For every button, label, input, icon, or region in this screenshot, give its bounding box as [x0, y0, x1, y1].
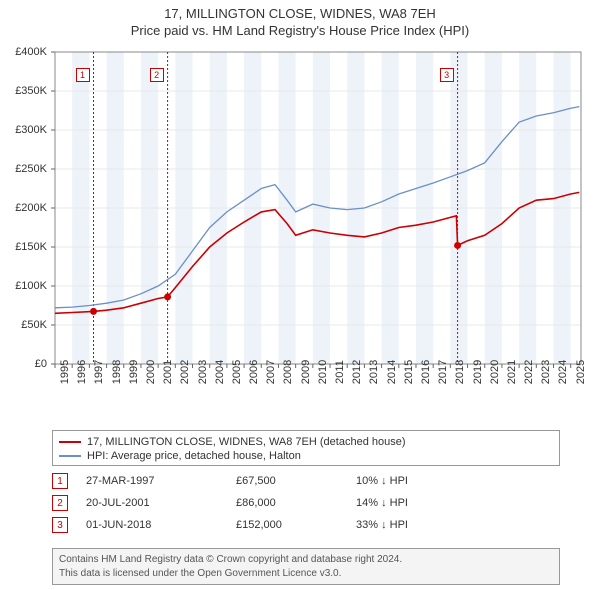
chart-area: £0 £50K £100K £150K £200K £250K £300K £350K £400… [10, 44, 590, 424]
y-tick-label: £0 [35, 358, 47, 370]
tx-delta-1: 10% ↓ HPI [356, 475, 560, 487]
x-tick-label: 2023 [540, 360, 552, 384]
chart-title: 17, MILLINGTON CLOSE, WIDNES, WA8 7EH [0, 0, 600, 21]
x-tick-label: 1999 [128, 360, 140, 384]
x-tick-label: 2007 [265, 360, 277, 384]
tx-marker-1: 1 [52, 473, 68, 489]
legend-row-hpi: HPI: Average price, detached house, Halt… [59, 449, 553, 463]
legend-label-hpi: HPI: Average price, detached house, Halt… [87, 450, 301, 462]
table-row: 3 01-JUN-2018 £152,000 33% ↓ HPI [52, 514, 560, 536]
x-tick-label: 2002 [179, 360, 191, 384]
x-tick-label: 2001 [162, 360, 174, 384]
x-tick-label: 2025 [575, 360, 587, 384]
x-tick-label: 2019 [472, 360, 484, 384]
x-tick-label: 2022 [523, 360, 535, 384]
tx-price-3: £152,000 [236, 519, 356, 531]
x-tick-label: 1997 [93, 360, 105, 384]
x-tick-label: 2008 [282, 360, 294, 384]
x-tick-label: 2016 [420, 360, 432, 384]
x-tick-label: 2013 [368, 360, 380, 384]
legend-swatch-hpi [59, 455, 81, 457]
x-tick-label: 2010 [317, 360, 329, 384]
tx-marker-3: 3 [52, 517, 68, 533]
x-tick-label: 2006 [248, 360, 260, 384]
legend-row-price: 17, MILLINGTON CLOSE, WIDNES, WA8 7EH (d… [59, 435, 553, 449]
y-tick-label: £350K [15, 85, 47, 97]
x-tick-label: 2004 [214, 360, 226, 384]
chart-subtitle: Price paid vs. HM Land Registry's House … [0, 21, 600, 38]
x-tick-label: 2009 [300, 360, 312, 384]
footer-line-2: This data is licensed under the Open Gov… [59, 567, 553, 581]
x-tick-label: 2024 [557, 360, 569, 384]
plot-marker-1: 1 [76, 68, 90, 82]
plot-marker-2: 2 [150, 68, 164, 82]
y-tick-label: £50K [21, 319, 47, 331]
x-tick-label: 2017 [437, 360, 449, 384]
x-tick-label: 2018 [454, 360, 466, 384]
x-tick-label: 2000 [145, 360, 157, 384]
y-tick-label: £300K [15, 124, 47, 136]
legend: 17, MILLINGTON CLOSE, WIDNES, WA8 7EH (d… [52, 430, 560, 466]
plot-marker-3: 3 [440, 68, 454, 82]
y-tick-label: £250K [15, 163, 47, 175]
tx-date-3: 01-JUN-2018 [86, 519, 236, 531]
x-tick-label: 2012 [351, 360, 363, 384]
tx-delta-2: 14% ↓ HPI [356, 497, 560, 509]
y-tick-label: £100K [15, 280, 47, 292]
attribution-footer: Contains HM Land Registry data © Crown c… [52, 548, 560, 585]
y-tick-label: £400K [15, 46, 47, 58]
x-tick-label: 2005 [231, 360, 243, 384]
x-tick-label: 2015 [403, 360, 415, 384]
y-tick-label: £200K [15, 202, 47, 214]
x-tick-label: 1998 [111, 360, 123, 384]
x-tick-label: 2020 [489, 360, 501, 384]
tx-date-1: 27-MAR-1997 [86, 475, 236, 487]
table-row: 2 20-JUL-2001 £86,000 14% ↓ HPI [52, 492, 560, 514]
tx-price-2: £86,000 [236, 497, 356, 509]
x-tick-label: 2003 [197, 360, 209, 384]
legend-label-price: 17, MILLINGTON CLOSE, WIDNES, WA8 7EH (d… [87, 436, 406, 448]
x-tick-label: 2014 [386, 360, 398, 384]
y-tick-label: £150K [15, 241, 47, 253]
legend-swatch-price [59, 441, 81, 443]
tx-date-2: 20-JUL-2001 [86, 497, 236, 509]
page: 17, MILLINGTON CLOSE, WIDNES, WA8 7EH Pr… [0, 0, 600, 590]
x-tick-label: 2021 [506, 360, 518, 384]
table-row: 1 27-MAR-1997 £67,500 10% ↓ HPI [52, 470, 560, 492]
x-tick-label: 1995 [59, 360, 71, 384]
tx-price-1: £67,500 [236, 475, 356, 487]
x-tick-label: 1996 [76, 360, 88, 384]
x-tick-label: 2011 [334, 360, 346, 384]
tx-marker-2: 2 [52, 495, 68, 511]
transaction-table: 1 27-MAR-1997 £67,500 10% ↓ HPI 2 20-JUL… [52, 470, 560, 536]
footer-line-1: Contains HM Land Registry data © Crown c… [59, 553, 553, 567]
tx-delta-3: 33% ↓ HPI [356, 519, 560, 531]
